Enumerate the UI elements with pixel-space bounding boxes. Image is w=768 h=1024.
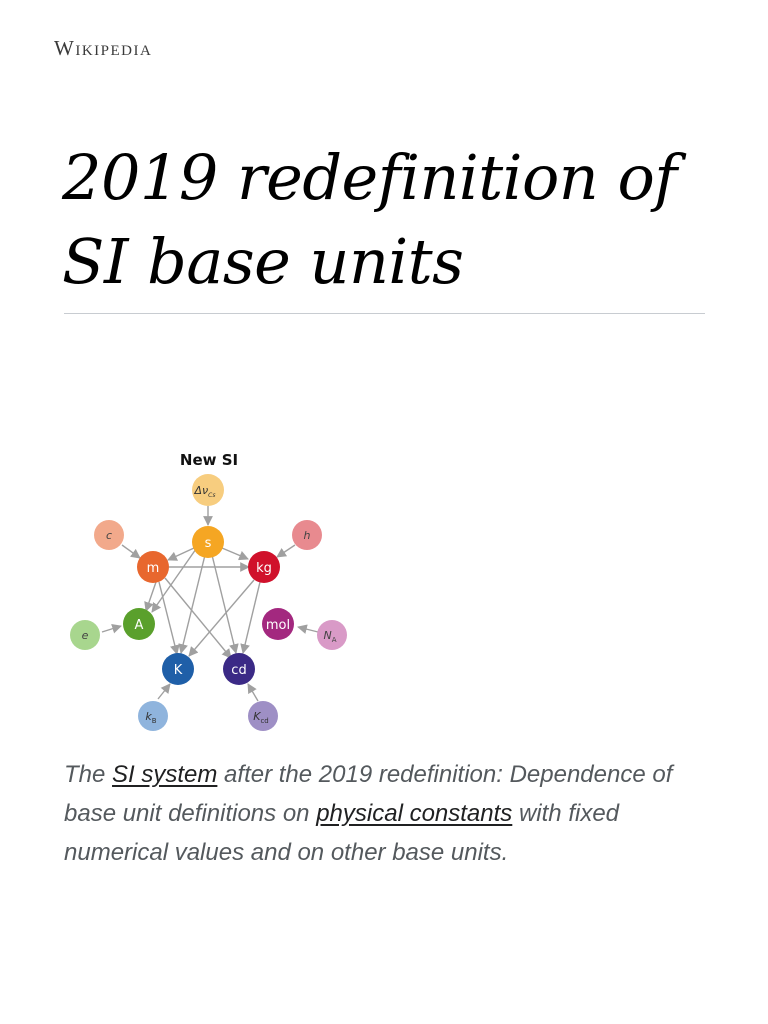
arrow-m-to-A [144,581,157,612]
si-dependency-diagram[interactable]: New SI s m [64,444,364,734]
arrow-m-to-cd [164,577,232,659]
arrow-kg-to-K [188,579,255,657]
figure-caption: The SI system after the 2019 redefinitio… [64,755,704,872]
svg-text:A: A [135,618,144,633]
svg-text:h: h [304,529,311,542]
arrow-c-to-m [121,544,141,559]
svg-text:m: m [147,561,160,576]
link-si-system[interactable]: SI system [112,761,218,788]
svg-text:mol: mol [266,618,290,633]
constant-node-kB: kB [138,701,168,731]
arrow-kB-to-K [157,683,171,700]
title-divider [64,313,705,314]
constant-node-c: c [94,520,124,550]
caption-text-2: after the 2019 redefinition: Dependence … [64,761,673,827]
caption-text-1: The [64,761,113,788]
svg-text:kg: kg [256,561,272,576]
arrow-s-to-m [167,547,195,561]
unit-node-A: A [123,608,155,640]
diagram-heading: New SI [180,451,238,469]
unit-node-mol: mol [262,608,294,640]
svg-text:c: c [106,529,112,542]
arrow-h-to-kg [276,544,296,558]
unit-node-s: s [192,526,224,558]
arrow-m-to-K [158,581,180,655]
constant-node-Kcd: Kcd [248,701,278,731]
arrow-s-to-cd [211,554,239,654]
arrow-e-to-A [101,623,122,634]
wikipedia-wordmark[interactable]: Wikipedia [54,36,153,60]
svg-text:NA: NA [323,629,336,644]
arrow-NA-to-mol [297,624,319,634]
svg-text:s: s [205,536,212,551]
svg-text:K: K [174,663,183,678]
constant-node-e: e [70,620,100,650]
dependency-arrows [101,506,319,702]
unit-node-K: K [162,653,194,685]
svg-text:cd: cd [231,663,246,678]
arrow-kg-to-cd [240,581,261,654]
unit-node-cd: cd [223,653,255,685]
constant-node-delta-nu-cs: ΔνCs [192,474,224,506]
constant-node-NA: NA [317,620,347,650]
arrow-s-to-kg [221,547,249,561]
unit-node-m: m [137,551,169,583]
svg-text:e: e [82,629,89,642]
arrow-Kcd-to-cd [247,683,259,702]
arrow-s-to-K [178,554,206,654]
caption-text-3: with fixed numerical values and on other… [64,800,620,866]
constant-node-h: h [292,520,322,550]
link-physical-constants[interactable]: physical constants [316,800,513,827]
svg-text:Kcd: Kcd [253,710,269,725]
unit-node-kg: kg [248,551,280,583]
svg-text:ΔνCs: ΔνCs [194,484,216,499]
arrow-s-to-A [151,548,197,613]
svg-text:kB: kB [145,710,156,725]
page-title: 2019 redefinition of SI base units [62,141,677,298]
